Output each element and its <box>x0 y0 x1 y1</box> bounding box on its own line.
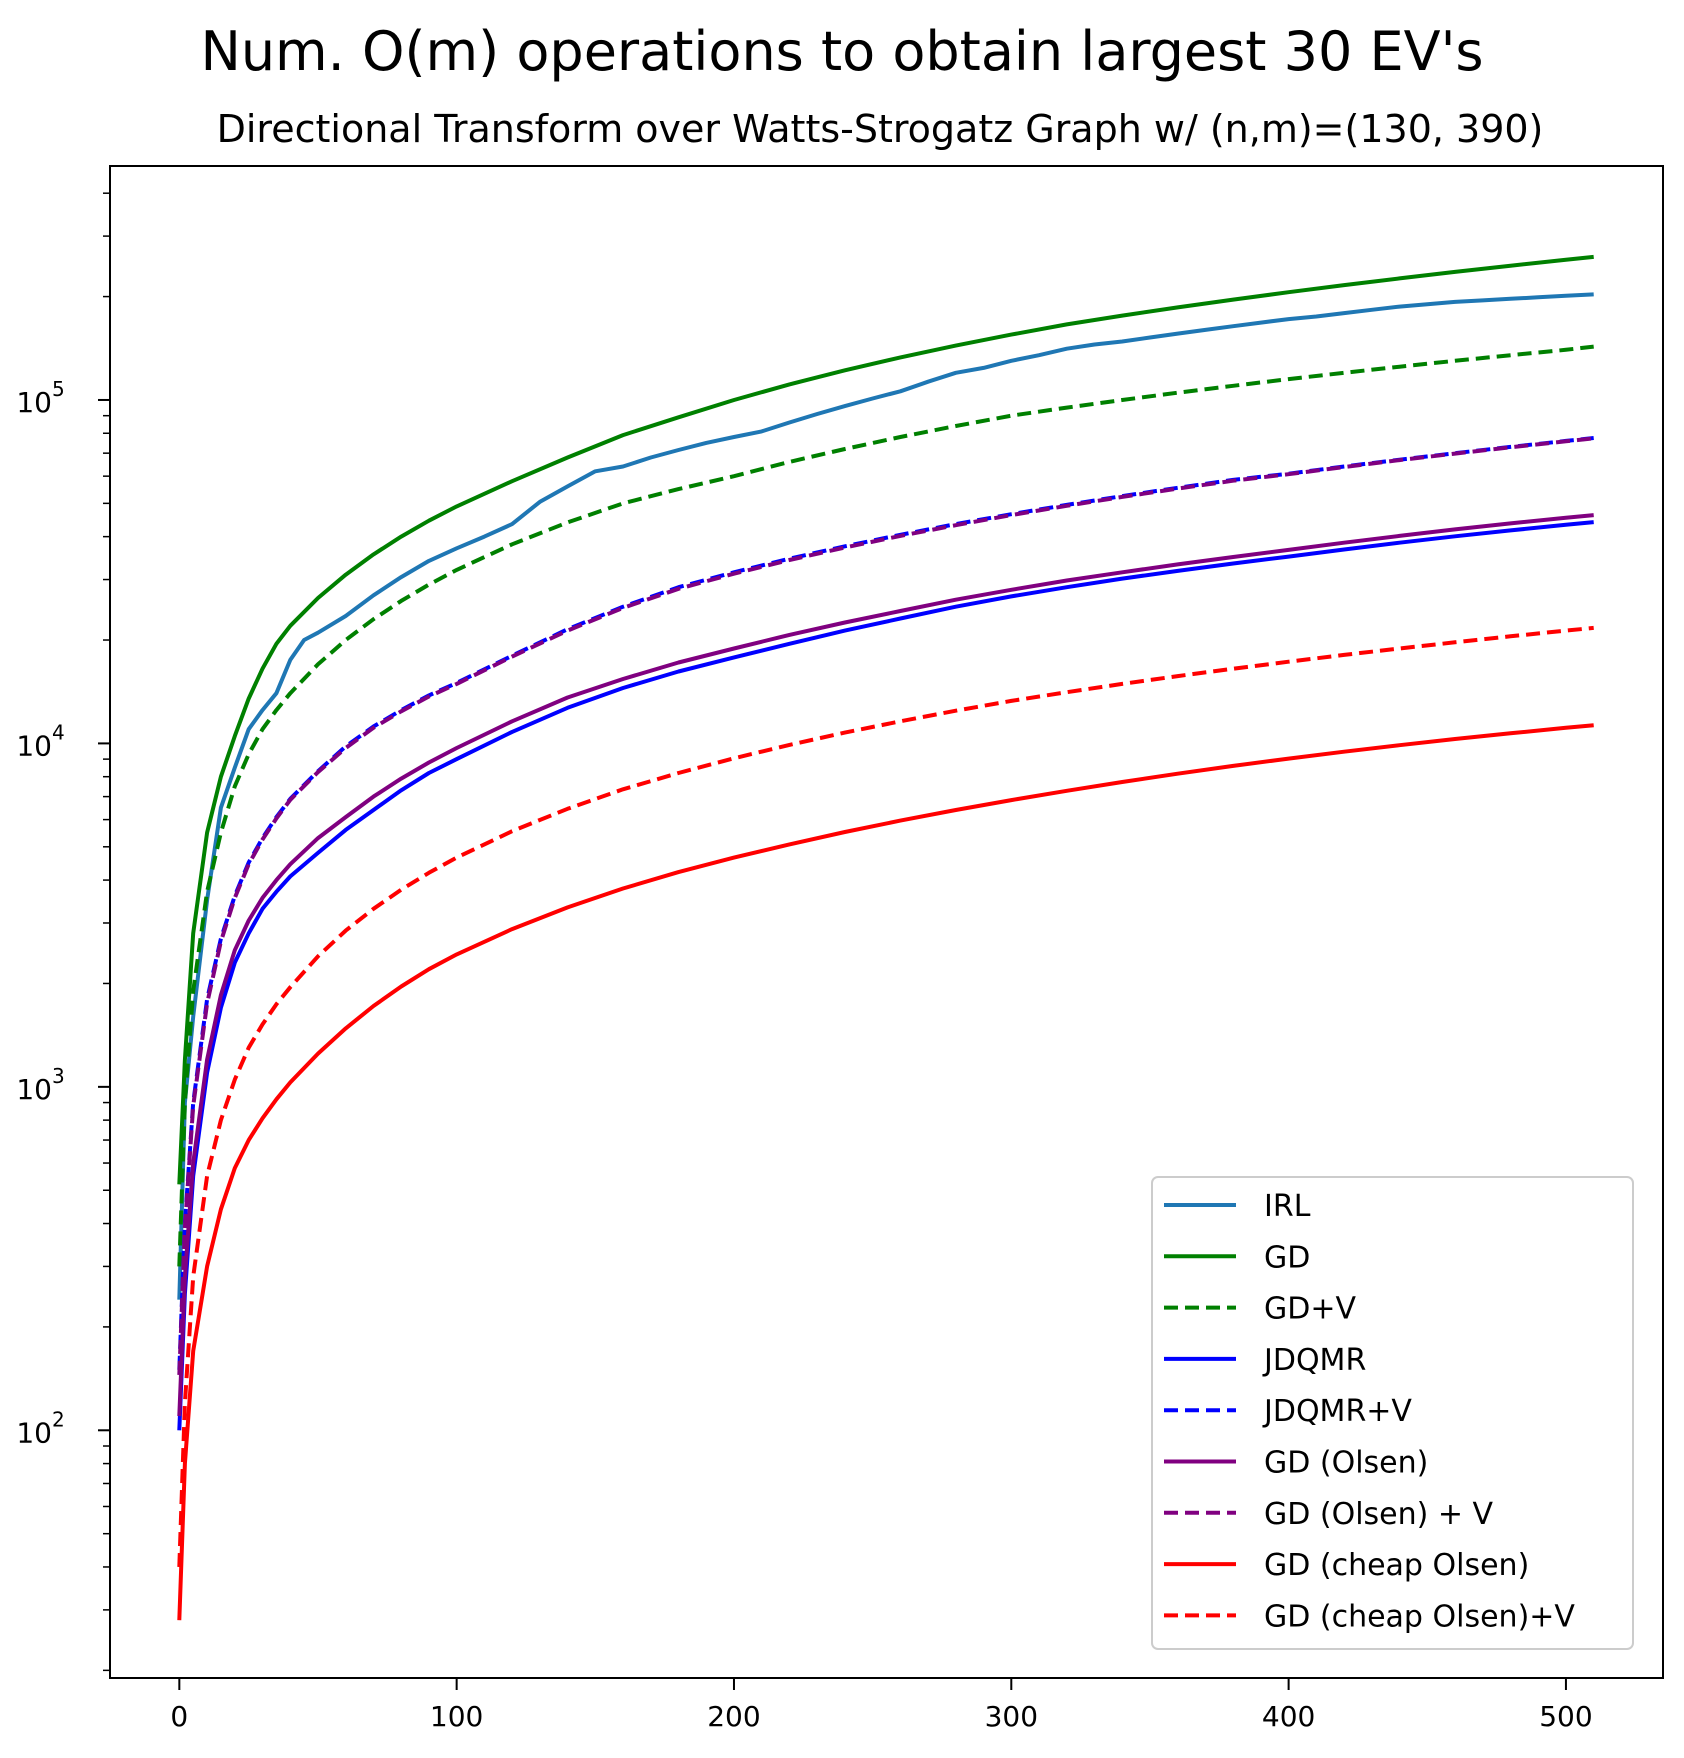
x-tick-label: 0 <box>170 1700 188 1733</box>
plot-frame <box>109 165 1664 1679</box>
y-tick-label: 10 <box>16 1416 52 1449</box>
x-tick-label: 100 <box>430 1700 483 1733</box>
legend-label: GD (cheap Olsen) <box>1264 1548 1529 1583</box>
legend-label: GD+V <box>1264 1292 1356 1327</box>
series-line-6 <box>177 436 1594 1375</box>
y-tick-exponent: 3 <box>52 1064 65 1088</box>
series-line-7 <box>177 723 1594 1621</box>
legend-box <box>1151 1176 1634 1650</box>
y-tick-label: 10 <box>16 1073 52 1106</box>
x-tick-label: 200 <box>707 1700 760 1733</box>
legend: IRL GD GD+V JDQMR JDQMR+V GD (Olsen) GD (Olsen… <box>1151 1176 1634 1650</box>
series-line-0 <box>177 292 1594 1300</box>
legend-label: GD (Olsen) <box>1264 1446 1428 1481</box>
legend-label: JDQMR <box>1262 1343 1366 1378</box>
series-line-4 <box>177 436 1594 1370</box>
chart-subtitle: Directional Transform over Watts-Strogat… <box>217 107 1544 151</box>
series-line-2 <box>177 344 1594 1267</box>
y-tick-label: 10 <box>16 729 52 762</box>
legend-label: GD <box>1264 1240 1310 1275</box>
x-tick-label: 500 <box>1539 1700 1592 1733</box>
series-line-8 <box>177 625 1594 1568</box>
series-layer <box>177 254 1594 1621</box>
series-line-5 <box>177 513 1594 1417</box>
y-tick-exponent: 5 <box>52 377 65 401</box>
x-axis: 0 100 200 300 400 500 <box>170 1678 1593 1733</box>
legend-label: GD (cheap Olsen)+V <box>1264 1599 1575 1634</box>
y-tick-label: 10 <box>16 386 52 419</box>
legend-label: GD (Olsen) + V <box>1264 1497 1494 1532</box>
chart-title: Num. O(m) operations to obtain largest 3… <box>200 20 1483 83</box>
series-line-1 <box>177 254 1594 1185</box>
legend-label: IRL <box>1264 1189 1311 1224</box>
legend-label: JDQMR+V <box>1262 1394 1412 1429</box>
y-tick-exponent: 4 <box>52 720 65 744</box>
series-line-3 <box>177 520 1594 1431</box>
y-tick-exponent: 2 <box>52 1407 65 1431</box>
x-tick-label: 400 <box>1262 1700 1315 1733</box>
x-tick-label: 300 <box>985 1700 1038 1733</box>
